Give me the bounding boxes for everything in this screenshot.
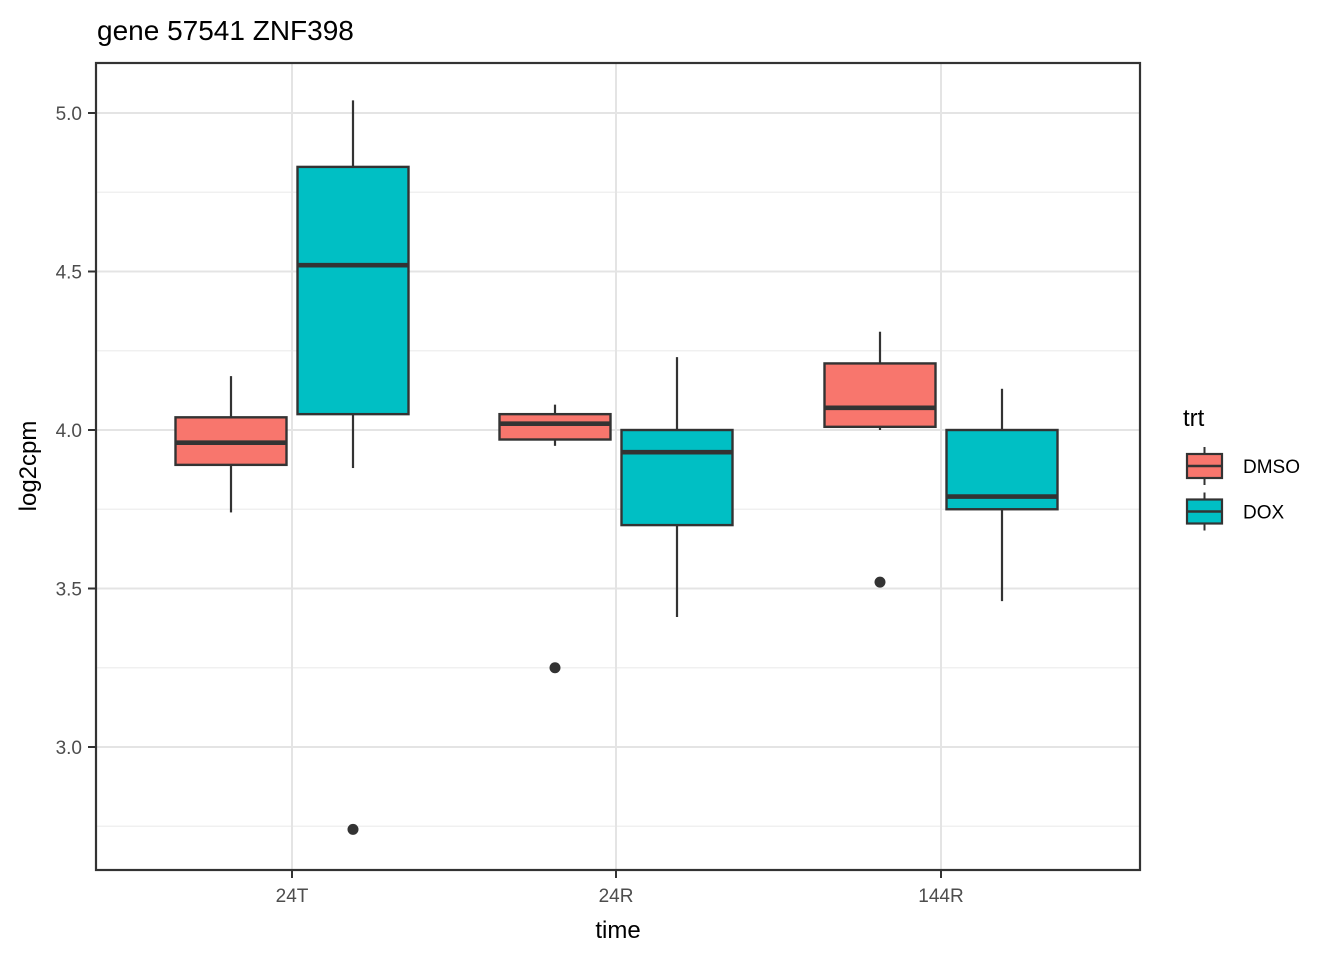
box-rect — [296, 165, 410, 416]
x-tick-label: 144R — [918, 886, 963, 907]
boxplot-dox-24r — [620, 357, 734, 618]
y-tick-label: 4.0 — [56, 421, 82, 442]
box-rect — [620, 428, 734, 527]
y-tick-label: 4.5 — [56, 263, 82, 284]
boxplot-dox-144r — [945, 388, 1059, 602]
boxplot-dox-24t — [296, 100, 410, 835]
legend-key-dox: DOX — [1185, 492, 1285, 531]
y-axis-title: log2cpm — [15, 421, 42, 512]
boxplot-dmso-24t — [174, 376, 288, 513]
outlier-point — [874, 576, 886, 588]
y-tick-label: 3.0 — [56, 738, 82, 759]
panel-border — [94, 61, 1142, 872]
legend-title: trt — [1183, 405, 1205, 432]
x-axis-title: time — [595, 917, 640, 944]
y-tick-label: 3.5 — [56, 580, 82, 601]
legend-label: DMSO — [1243, 457, 1300, 478]
legend-key-dmso: DMSO — [1185, 447, 1300, 485]
outlier-point — [549, 662, 561, 674]
box-rect — [823, 362, 937, 429]
legend-keys: DMSO DOX — [1185, 447, 1300, 531]
legend-label: DOX — [1243, 503, 1285, 524]
chart-title: gene 57541 ZNF398 — [97, 15, 354, 46]
boxplot-dmso-144r — [823, 331, 937, 588]
axis-tick-labels: 5.0 4.5 4.0 3.5 3.0 24T 24R 144R — [56, 104, 964, 907]
x-tick-label: 24R — [599, 886, 634, 907]
x-tick-label: 24T — [276, 886, 309, 907]
boxplot-dmso-24r — [498, 404, 612, 674]
boxplots — [174, 100, 1059, 835]
outlier-point — [347, 823, 359, 835]
y-tick-label: 5.0 — [56, 104, 82, 125]
gridlines — [96, 63, 1140, 870]
axis-ticks — [88, 112, 942, 878]
box-rect — [498, 412, 612, 441]
legend: trt DMSO DOX — [1183, 405, 1300, 531]
